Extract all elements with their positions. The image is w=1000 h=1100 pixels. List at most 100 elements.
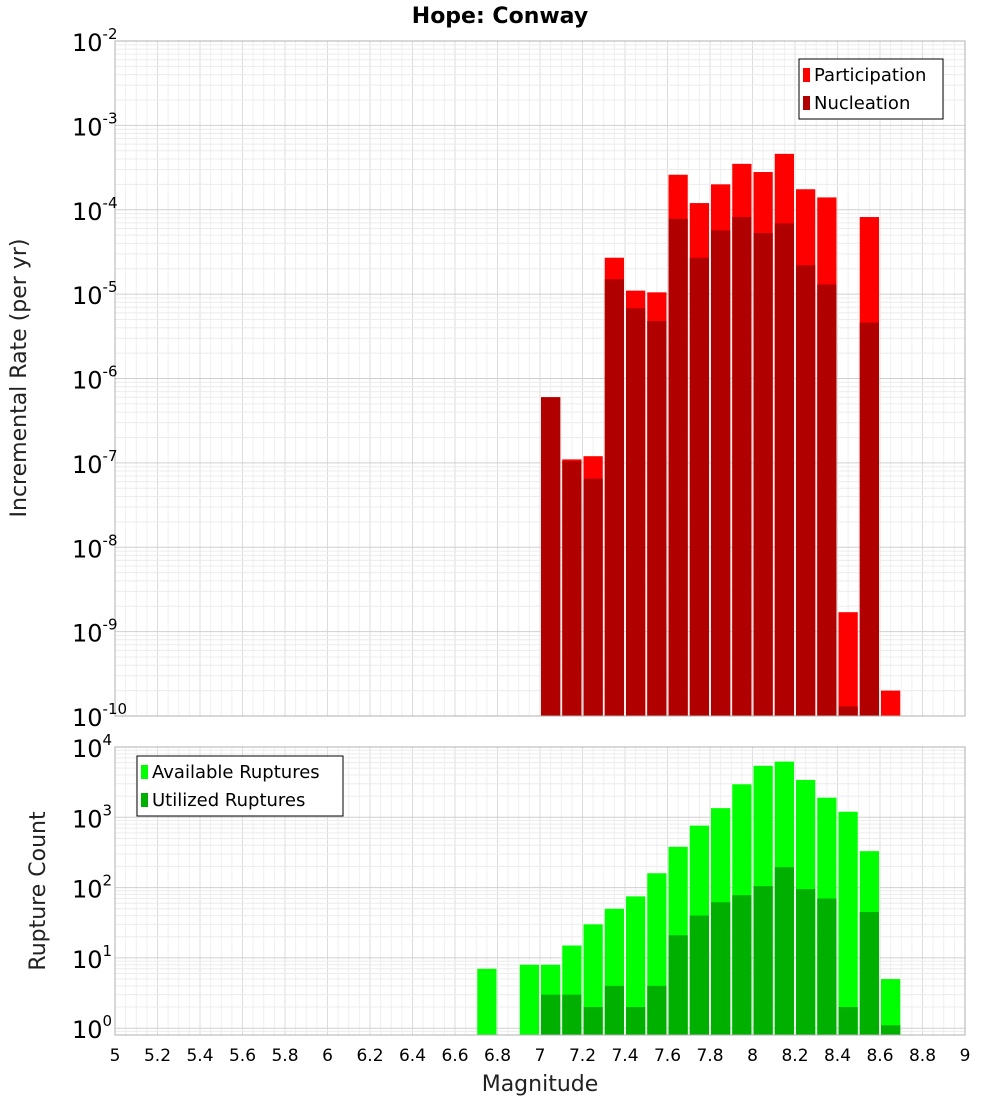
bar xyxy=(477,968,497,1035)
bar xyxy=(753,886,773,1035)
bar xyxy=(583,478,603,716)
count-y-tick-labels: 104 103 102 101 100 xyxy=(72,731,112,1044)
x-tick-label: 7.4 xyxy=(611,1046,638,1066)
bar xyxy=(796,889,816,1035)
bar xyxy=(838,706,858,716)
bar xyxy=(817,284,837,716)
x-tick-label: 6.2 xyxy=(356,1046,383,1066)
x-tick-label: 9 xyxy=(960,1046,971,1066)
y-tick-label: 10-2 xyxy=(72,25,118,57)
x-tick-label: 6.4 xyxy=(399,1046,426,1066)
bottom-y-axis-label: Rupture Count xyxy=(26,811,51,971)
x-tick-label: 8.6 xyxy=(866,1046,893,1066)
bar xyxy=(732,895,752,1035)
bar xyxy=(859,911,879,1035)
bar xyxy=(647,985,667,1035)
bar xyxy=(711,902,731,1035)
y-tick-label: 10-9 xyxy=(72,616,118,648)
x-tick-label: 5.4 xyxy=(186,1046,213,1066)
x-tick-label: 6 xyxy=(322,1046,333,1066)
x-axis-label: Magnitude xyxy=(482,1072,599,1097)
legend-label: Utilized Ruptures xyxy=(152,790,305,811)
bar xyxy=(817,898,837,1035)
bar xyxy=(583,1007,603,1035)
bar xyxy=(519,964,539,1035)
legend-label: Available Ruptures xyxy=(152,762,320,783)
chart-title: Hope: Conway xyxy=(412,4,588,29)
x-tick-label: 7.2 xyxy=(569,1046,596,1066)
rate-frame xyxy=(114,40,966,717)
bar xyxy=(604,985,624,1035)
bar xyxy=(881,1025,901,1035)
bar xyxy=(838,1007,858,1035)
x-tick-label: 7 xyxy=(535,1046,546,1066)
bar xyxy=(562,461,582,716)
x-tick-label: 7.6 xyxy=(654,1046,681,1066)
y-tick-label: 102 xyxy=(72,872,112,904)
legend-label: Participation xyxy=(814,65,926,86)
y-tick-label: 10-7 xyxy=(72,447,118,479)
y-tick-label: 103 xyxy=(72,801,112,833)
bar xyxy=(668,218,688,716)
x-tick-label: 8.2 xyxy=(781,1046,808,1066)
x-tick-label: 5.2 xyxy=(144,1046,171,1066)
x-tick-label: 5.8 xyxy=(271,1046,298,1066)
legend-label: Nucleation xyxy=(814,93,910,114)
bar xyxy=(626,896,646,1035)
bar xyxy=(626,308,646,716)
bar xyxy=(541,994,561,1035)
x-tick-label: 6.8 xyxy=(484,1046,511,1066)
bar xyxy=(774,223,794,716)
bar xyxy=(689,257,709,716)
bar xyxy=(838,612,858,716)
rate-series-nucleation xyxy=(541,217,879,716)
bar xyxy=(732,217,752,716)
bar xyxy=(796,265,816,716)
bar xyxy=(626,1007,646,1035)
legend-swatch xyxy=(141,793,148,807)
bar xyxy=(838,811,858,1035)
y-tick-label: 10-10 xyxy=(72,700,127,732)
x-tick-labels: 5 5.2 5.4 5.6 5.8 6 6.2 6.4 6.6 6.8 7 7.2 7.4 7.6 7.8 8… xyxy=(110,1046,971,1066)
bar xyxy=(774,867,794,1035)
bar xyxy=(689,915,709,1035)
bar xyxy=(711,230,731,716)
rate-grid xyxy=(114,40,966,717)
bar xyxy=(668,935,688,1035)
y-tick-label: 104 xyxy=(72,731,112,763)
bar xyxy=(541,397,561,716)
x-tick-label: 8.8 xyxy=(909,1046,936,1066)
y-tick-label: 100 xyxy=(72,1012,112,1044)
bar xyxy=(881,690,901,716)
legend-swatch xyxy=(803,68,810,82)
count-panel: 104 103 102 101 100 Available Ruptures Utilize… xyxy=(72,731,966,1044)
y-tick-label: 101 xyxy=(72,942,112,974)
top-y-axis-label: Incremental Rate (per yr) xyxy=(7,239,32,518)
y-tick-label: 10-8 xyxy=(72,531,118,563)
x-tick-label: 5 xyxy=(110,1046,121,1066)
bar xyxy=(647,321,667,716)
bar xyxy=(753,233,773,716)
count-legend: Available Ruptures Utilized Ruptures xyxy=(136,755,344,817)
rate-legend: Participation Nucleation xyxy=(798,58,944,120)
x-tick-label: 6.6 xyxy=(441,1046,468,1066)
bar xyxy=(881,979,901,1035)
y-tick-label: 10-3 xyxy=(72,109,118,141)
y-tick-label: 10-4 xyxy=(72,194,118,226)
y-tick-label: 10-5 xyxy=(72,278,118,310)
bar xyxy=(859,322,879,716)
rate-y-tick-labels: 10-2 10-3 10-4 10-5 10-6 10-7 10-8 10-9 10-10 xyxy=(72,25,127,732)
count-series-utilized-ruptures xyxy=(541,867,901,1035)
x-tick-label: 7.8 xyxy=(696,1046,723,1066)
x-tick-label: 8 xyxy=(747,1046,758,1066)
legend-swatch xyxy=(803,96,810,110)
bar xyxy=(562,994,582,1035)
y-tick-label: 10-6 xyxy=(72,363,118,395)
legend-swatch xyxy=(141,765,148,779)
x-tick-label: 8.4 xyxy=(824,1046,851,1066)
count-frame xyxy=(114,746,966,1036)
x-tick-label: 5.6 xyxy=(229,1046,256,1066)
count-grid xyxy=(114,746,966,1036)
rate-panel: 10-2 10-3 10-4 10-5 10-6 10-7 10-8 10-9 10-10 Par… xyxy=(72,25,966,732)
